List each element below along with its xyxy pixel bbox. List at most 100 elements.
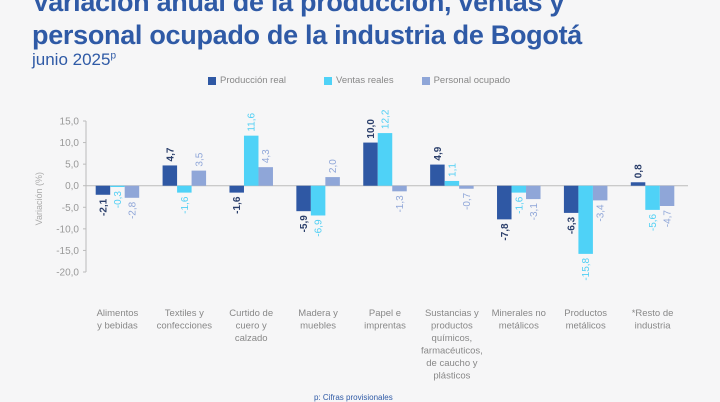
data-label: -0,3 [113, 191, 124, 209]
y-tick-label: 15,0 [60, 117, 80, 128]
x-tick-label: farmacéuticos, [421, 346, 483, 357]
bar-1 [243, 135, 259, 186]
bar-1 [578, 185, 593, 254]
bar-0 [430, 164, 445, 186]
bar-1 [444, 180, 460, 186]
x-tick-label: Textiles y [165, 308, 204, 319]
chart-subtitle: junio 2025p [32, 50, 116, 70]
legend-label: Producción real [220, 75, 287, 86]
data-label: 2,0 [328, 159, 339, 173]
bar-2 [526, 185, 541, 200]
x-tick-label: Sustancias y [425, 308, 479, 319]
bar-2 [325, 177, 340, 186]
x-tick-label: muebles [300, 321, 336, 332]
x-tick-label: Curtido de [229, 308, 273, 319]
y-tick-label: -5,0 [62, 203, 80, 214]
bar-0 [497, 185, 512, 220]
bar-2 [659, 185, 675, 206]
x-tick-label: Productos [564, 308, 607, 319]
bar-0 [95, 185, 111, 195]
bar-1 [310, 185, 326, 216]
bar-1 [511, 185, 527, 193]
bar-2 [258, 167, 273, 186]
bar-0 [630, 182, 646, 186]
data-label: 4,9 [433, 146, 444, 160]
data-label: -2,1 [98, 198, 109, 216]
bar-0 [162, 165, 178, 186]
x-tick-label: *Resto de [632, 308, 674, 319]
x-tick-label: calzado [235, 333, 268, 344]
x-tick-label: de caucho y [426, 358, 477, 369]
x-tick-label: plásticos [433, 371, 470, 382]
title-line-2: personal ocupado de la industria de Bogo… [32, 20, 582, 50]
data-label: -5,9 [299, 215, 310, 233]
x-tick-label: industria [635, 321, 672, 332]
bar-2 [459, 185, 474, 189]
x-tick-label: Minerales no [492, 308, 546, 319]
legend-swatch [208, 76, 216, 85]
bar-0 [229, 185, 244, 193]
x-tick-label: Alimentos [97, 308, 139, 319]
bar-2 [392, 185, 407, 192]
y-tick-label: -15,0 [56, 246, 79, 257]
x-tick-label: metálicos [566, 321, 606, 332]
data-label: -2,8 [127, 201, 138, 219]
data-label: 12,2 [381, 109, 392, 129]
data-label: -1,3 [395, 195, 406, 213]
legend: Producción real Ventas reales Personal o… [208, 75, 510, 86]
y-tick-label: -10,0 [56, 224, 79, 235]
legend-label: Personal ocupado [433, 75, 511, 86]
data-label: -4,7 [663, 210, 674, 228]
chart-title: Variación anual de la producción, ventas… [32, 0, 582, 52]
data-label: -3,4 [596, 204, 607, 222]
legend-item-personal: Personal ocupado [421, 75, 511, 86]
data-label: 4,7 [165, 147, 176, 161]
y-tick-label: -20,0 [56, 268, 79, 279]
data-label: -1,6 [514, 196, 525, 214]
data-label: 0,8 [634, 164, 645, 178]
bar-0 [563, 185, 579, 213]
data-label: -15,8 [581, 257, 592, 280]
y-tick-label: 5,0 [65, 160, 79, 171]
data-label: -1,6 [180, 196, 191, 214]
x-tick-label: cuero y [236, 321, 267, 332]
data-label: -6,9 [314, 219, 325, 237]
bar-0 [363, 142, 378, 186]
x-tick-label: metálicos [499, 321, 539, 332]
x-tick-label: imprentas [364, 321, 406, 332]
data-label: -1,6 [232, 196, 243, 214]
bar-2 [592, 185, 608, 201]
data-label: 1,1 [447, 163, 458, 177]
bar-0 [296, 185, 311, 212]
y-tick-label: 0,0 [65, 181, 79, 192]
x-tick-label: confecciones [157, 321, 213, 332]
data-label: 10,0 [366, 119, 377, 139]
data-label: -0,7 [462, 192, 473, 210]
footnote: p: Cifras provisionales [314, 393, 393, 402]
data-label: 11,6 [247, 113, 258, 132]
data-label: -7,8 [500, 223, 511, 241]
bar-2 [124, 185, 140, 198]
x-tick-label: productos [431, 321, 473, 332]
data-label: -5,6 [648, 213, 659, 231]
subtitle-superscript: p [110, 50, 117, 62]
data-label: 3,5 [194, 152, 205, 166]
bar-1 [645, 185, 660, 210]
legend-swatch [324, 76, 333, 85]
bar-1 [110, 185, 125, 188]
legend-item-produccion: Producción real [208, 75, 286, 86]
bar-1 [377, 133, 393, 186]
subtitle-text: junio 2025 [32, 50, 111, 69]
legend-item-ventas: Ventas reales [324, 75, 394, 86]
x-tick-label: y bebidas [97, 321, 138, 332]
data-label: 4,3 [261, 149, 272, 163]
x-tick-label: químicos, [432, 333, 473, 344]
legend-label: Ventas reales [336, 75, 394, 86]
y-axis-label: Variación (%) [34, 172, 44, 225]
legend-swatch [421, 76, 430, 85]
y-tick-label: 10,0 [60, 138, 80, 149]
bar-2 [191, 170, 207, 186]
bar-1 [177, 185, 192, 193]
data-label: -6,3 [567, 216, 578, 234]
x-tick-label: Madera y [298, 308, 338, 319]
